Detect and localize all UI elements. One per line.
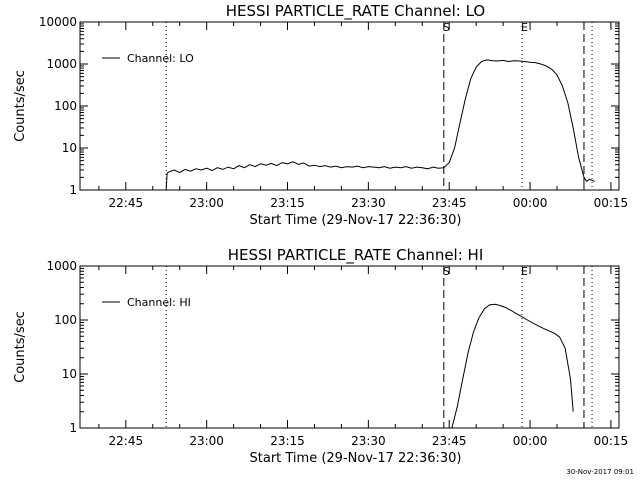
panel-2-vline-label: S xyxy=(443,265,450,278)
panel-1-y-tick-label: 10 xyxy=(62,141,77,155)
panel-1-x-tick-label: 23:30 xyxy=(351,196,386,210)
panel-1-y-tick-label: 1 xyxy=(69,183,77,197)
panel-2-y-axis-label: Counts/sec xyxy=(13,311,28,383)
panel-2-y-tick-label: 1 xyxy=(69,421,77,435)
panel-1-legend-label: Channel: LO xyxy=(127,52,194,65)
panel-2-legend-label: Channel: HI xyxy=(127,296,191,309)
panel-1-x-tick-label: 00:15 xyxy=(594,196,629,210)
panel-2-x-tick-label: 23:15 xyxy=(270,434,305,448)
panel-2-series-line-1 xyxy=(451,303,574,429)
panel-1-y-tick-label: 10000 xyxy=(39,15,77,29)
panel-2-x-tick-label: 00:00 xyxy=(513,434,548,448)
panel-2-x-tick-label: 23:00 xyxy=(189,434,224,448)
panel-1-x-tick-label: 22:45 xyxy=(109,196,144,210)
panel-1-x-tick-label: 23:45 xyxy=(432,196,467,210)
panel-2-x-tick-label: 22:45 xyxy=(109,434,144,448)
panel-1-x-axis-label: Start Time (29-Nov-17 22:36:30) xyxy=(250,213,462,228)
panel-2-chart-title: HESSI PARTICLE_RATE Channel: HI xyxy=(228,246,484,265)
panel-2-plot-frame xyxy=(79,265,620,429)
panel-2-x-axis-label: Start Time (29-Nov-17 22:36:30) xyxy=(250,451,462,466)
panel-2-x-tick-label: 23:30 xyxy=(351,434,386,448)
panel-1-vline-label: E xyxy=(521,21,528,34)
panel-1-vline-label: S xyxy=(443,21,450,34)
panel-1-x-tick-label: 23:15 xyxy=(270,196,305,210)
panel-2-x-tick-label: 23:45 xyxy=(432,434,467,448)
panel-1-y-tick-label: 1000 xyxy=(46,57,77,71)
panel-1-x-tick-label: 00:00 xyxy=(513,196,548,210)
panel-1-plot-frame xyxy=(79,21,620,191)
panel-1-series-line-1 xyxy=(165,59,595,191)
panel-1-x-tick-label: 23:00 xyxy=(189,196,224,210)
panel-2-y-tick-label: 1000 xyxy=(46,259,77,273)
panel-1-y-axis-label: Counts/sec xyxy=(13,70,28,142)
timestamp-stamp: 30-Nov-2017 09:01 xyxy=(566,468,634,476)
panel-2-y-tick-label: 100 xyxy=(54,313,77,327)
panel-1-chart-title: HESSI PARTICLE_RATE Channel: LO xyxy=(226,2,485,21)
panel-2-vline-label: E xyxy=(521,265,528,278)
panel-2-x-tick-label: 00:15 xyxy=(594,434,629,448)
panel-1-y-tick-label: 100 xyxy=(54,99,77,113)
panel-2-y-tick-label: 10 xyxy=(62,367,77,381)
